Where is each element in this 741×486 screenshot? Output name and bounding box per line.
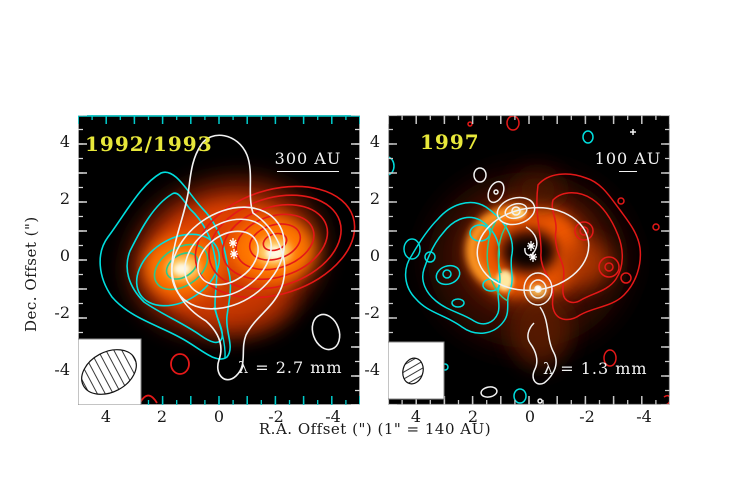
- scalebar-right-label: 100 AU: [594, 149, 662, 168]
- x-tick: 0: [213, 407, 225, 426]
- y-tick: 0: [59, 246, 70, 265]
- scalebar-right: 100 AU: [594, 149, 662, 172]
- right-panel-plot: [388, 115, 670, 405]
- y-tick: 2: [59, 189, 70, 208]
- panel-1992-1993: 1992/1993 300 AU λ = 2.7 mm: [78, 115, 360, 405]
- x-tick: -2: [579, 407, 595, 426]
- y-tick: 4: [59, 132, 70, 151]
- y-tick: -4: [54, 360, 70, 379]
- left-panel-frame-ticks: [78, 115, 360, 405]
- wavelength-label-right: λ = 1.3 mm: [543, 359, 648, 378]
- x-tick: -4: [636, 407, 652, 426]
- y-tick: -4: [364, 360, 380, 379]
- epoch-label-right: 1997: [420, 130, 480, 154]
- y-tick: 4: [369, 132, 380, 151]
- wavelength-label-left: λ = 2.7 mm: [238, 358, 343, 377]
- beam-ellipse-left: [78, 338, 142, 405]
- x-tick: 2: [467, 407, 479, 426]
- scalebar-right-line: [619, 171, 637, 172]
- x-tick: 4: [100, 407, 112, 426]
- x-tick: -4: [325, 407, 341, 426]
- y-tick: 0: [369, 246, 380, 265]
- white-contours: [473, 129, 636, 404]
- right-panel-frame-ticks: [388, 115, 670, 405]
- epoch-label-left: 1992/1993: [85, 132, 213, 156]
- scalebar-left-line: [277, 171, 339, 172]
- cyan-contours: [388, 130, 594, 404]
- x-tick: 2: [156, 407, 168, 426]
- x-tick: 4: [410, 407, 422, 426]
- star-markers: [527, 241, 537, 262]
- star-markers: [229, 238, 238, 259]
- x-tick: 0: [524, 407, 536, 426]
- y-axis-title: Dec. Offset ("): [22, 216, 40, 332]
- white-contours: [170, 134, 341, 381]
- red-contours-detached: [139, 353, 190, 404]
- beam-ellipse-right: [388, 341, 445, 400]
- panel-1997: 1997 100 AU λ = 1.3 mm: [388, 115, 670, 405]
- y-tick: -2: [54, 303, 70, 322]
- scalebar-left-label: 300 AU: [274, 149, 342, 168]
- left-panel-plot: [78, 115, 360, 405]
- y-tick: 2: [369, 189, 380, 208]
- y-tick: -2: [364, 303, 380, 322]
- scalebar-left: 300 AU: [274, 149, 342, 172]
- x-tick: -2: [268, 407, 284, 426]
- x-axis-title: R.A. Offset (") (1" = 140 AU): [258, 420, 492, 438]
